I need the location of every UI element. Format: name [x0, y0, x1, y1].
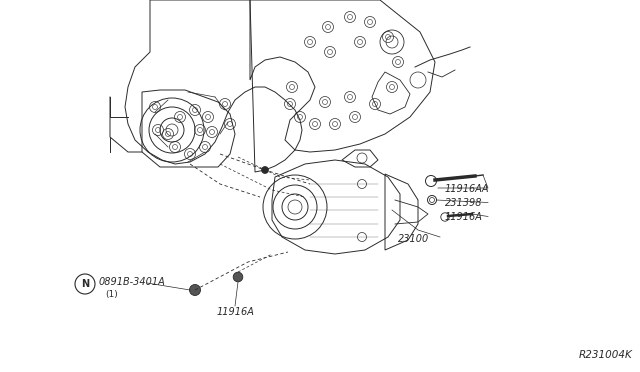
Text: 11916A: 11916A — [216, 307, 254, 317]
Text: 231398: 231398 — [445, 198, 483, 208]
Text: 11916AA: 11916AA — [445, 183, 490, 193]
Text: 0891B-3401A: 0891B-3401A — [99, 277, 166, 287]
Circle shape — [189, 285, 200, 295]
Circle shape — [233, 272, 243, 282]
Text: N: N — [81, 279, 89, 289]
Circle shape — [262, 167, 269, 173]
Text: 23100: 23100 — [398, 234, 429, 244]
Text: 11916A: 11916A — [445, 212, 483, 222]
Text: R231004K: R231004K — [579, 350, 632, 360]
Text: (1): (1) — [105, 289, 118, 298]
